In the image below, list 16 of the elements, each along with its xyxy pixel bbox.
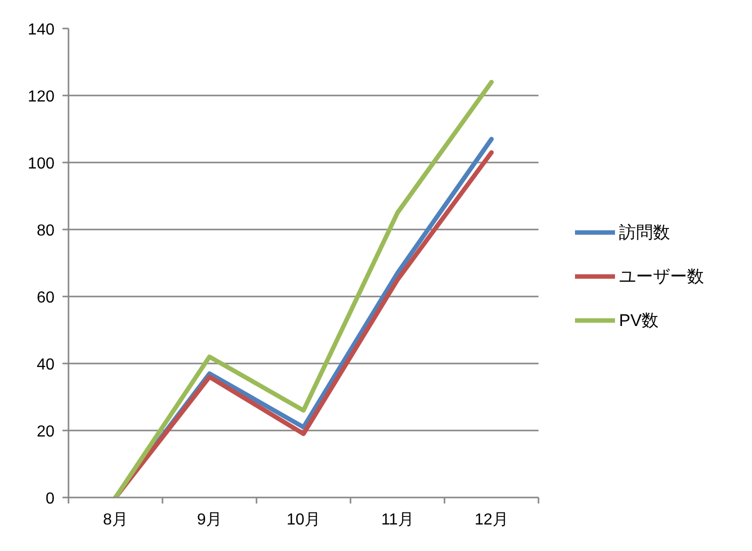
x-tick-label: 10月	[286, 512, 320, 528]
y-tick-label: 0	[46, 490, 55, 508]
x-tick-label: 8月	[103, 512, 128, 528]
legend-label: 訪問数	[619, 222, 670, 244]
x-tick-label: 9月	[197, 512, 222, 528]
x-tick-label: 12月	[474, 512, 508, 528]
x-tick-label: 11月	[381, 512, 414, 528]
y-tick-label: 120	[28, 88, 55, 106]
y-tick-label: 100	[28, 156, 55, 172]
y-tick-label: 40	[36, 356, 55, 374]
legend-label: ユーザー数	[619, 266, 704, 288]
legend-label: PV数	[619, 310, 659, 332]
y-tick-label: 140	[28, 22, 55, 38]
y-tick-label: 60	[36, 290, 55, 306]
y-tick-label: 80	[36, 222, 55, 240]
y-tick-label: 20	[36, 424, 55, 440]
